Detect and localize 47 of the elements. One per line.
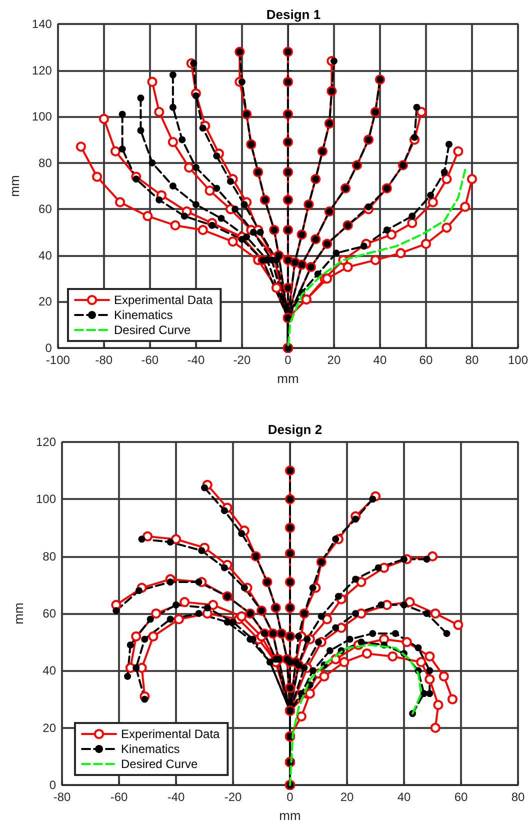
x-tick-label: 40 <box>397 790 411 804</box>
y-tick-label: 60 <box>38 202 52 216</box>
y-tick-label: 100 <box>32 110 52 124</box>
x-axis-title: mm <box>279 808 301 823</box>
legend-label: Kinematics <box>114 308 173 322</box>
chart-title: Design 2 <box>268 422 322 437</box>
y-tick-label: 20 <box>42 720 56 735</box>
y-axis-title: mm <box>11 602 26 624</box>
x-tick-label: -20 <box>224 790 242 804</box>
y-tick-label: 20 <box>38 294 52 309</box>
x-tick-label: 40 <box>373 353 387 367</box>
legend-label: Kinematics <box>121 742 180 756</box>
chart-title: Design 1 <box>266 7 321 22</box>
x-tick-label: -60 <box>110 790 128 804</box>
y-tick-label: 80 <box>38 156 52 170</box>
x-axis-title: mm <box>277 371 299 386</box>
x-tick-label: -80 <box>95 353 113 367</box>
x-tick-label: 60 <box>454 790 468 804</box>
x-tick-label: 80 <box>511 790 525 804</box>
x-tick-label: 60 <box>419 353 433 367</box>
x-tick-label: -20 <box>233 353 251 367</box>
y-tick-label: 80 <box>42 549 56 564</box>
x-tick-label: 80 <box>465 353 479 367</box>
x-tick-label: 0 <box>286 790 294 804</box>
x-tick-label: -100 <box>46 353 70 367</box>
y-tick-label: 60 <box>42 606 56 620</box>
y-tick-label: 0 <box>45 341 52 355</box>
x-tick-label: -60 <box>141 353 159 367</box>
y-tick-label: 40 <box>38 248 52 262</box>
x-tick-label: 20 <box>340 790 354 804</box>
x-tick-label: 100 <box>508 353 528 367</box>
y-tick-label: 100 <box>36 492 56 506</box>
legend-label: Desired Curve <box>121 757 198 771</box>
y-tick-label: 120 <box>32 63 52 78</box>
legend-label: Experimental Data <box>114 293 214 307</box>
x-tick-label: -80 <box>53 790 71 804</box>
y-axis-title: mm <box>7 175 22 197</box>
y-tick-label: 0 <box>49 778 56 792</box>
x-tick-label: -40 <box>167 790 185 804</box>
y-tick-label: 40 <box>42 664 56 678</box>
x-tick-label: 0 <box>284 353 292 367</box>
legend-label: Experimental Data <box>121 727 220 741</box>
x-tick-label: -40 <box>187 353 205 367</box>
legend-label: Desired Curve <box>114 323 192 337</box>
y-tick-label: 140 <box>32 17 52 31</box>
y-tick-label: 120 <box>36 435 56 449</box>
x-tick-label: 20 <box>327 353 341 367</box>
